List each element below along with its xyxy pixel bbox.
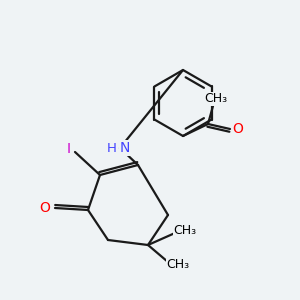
- Text: H: H: [107, 142, 117, 154]
- Text: N: N: [120, 141, 130, 155]
- Text: CH₃: CH₃: [173, 224, 196, 238]
- Text: CH₃: CH₃: [204, 92, 228, 106]
- Text: I: I: [67, 142, 71, 156]
- Text: O: O: [40, 201, 50, 215]
- Text: CH₃: CH₃: [167, 259, 190, 272]
- Text: O: O: [232, 122, 243, 136]
